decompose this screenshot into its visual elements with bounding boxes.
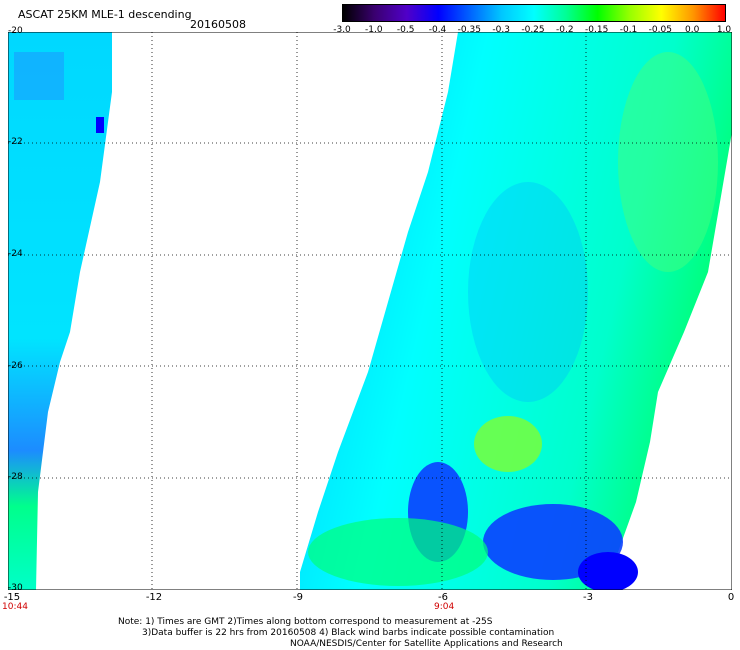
- y-tick-label: -22: [8, 137, 23, 147]
- y-tick-label: -28: [8, 472, 23, 482]
- swath-map: [8, 32, 732, 590]
- y-tick-label: -20: [8, 26, 23, 36]
- swath-feature: [468, 182, 588, 402]
- swath-left: [8, 32, 112, 590]
- product-title: ASCAT 25KM MLE-1 descending: [18, 8, 192, 21]
- x-tick-label: 0: [727, 592, 735, 603]
- swath-cell: [96, 117, 104, 133]
- product-date: 20160508: [190, 18, 246, 31]
- swath-feature: [618, 52, 718, 272]
- colorbar-tick-label: -3.0: [333, 25, 351, 35]
- x-tick-label: -12: [145, 592, 163, 603]
- colorbar-tick-label: 0.0: [684, 25, 700, 35]
- colorbar-tick-label: 1.0: [716, 25, 732, 35]
- note-line: NOAA/NESDIS/Center for Satellite Applica…: [290, 639, 563, 649]
- x-tick-label: -15: [3, 592, 21, 603]
- y-tick-label: -26: [8, 361, 23, 371]
- colorbar-tick-label: -1.0: [365, 25, 383, 35]
- colorbar: [342, 4, 726, 22]
- colorbar-tick-label: -0.3: [492, 25, 510, 35]
- colorbar-tick-label: -0.1: [619, 25, 638, 35]
- colorbar-tick-label: -0.15: [585, 25, 609, 35]
- x-tick-label: -3: [583, 592, 593, 603]
- swath-cell: [14, 52, 64, 100]
- swath-feature: [308, 518, 488, 586]
- colorbar-tick-label: -0.5: [396, 25, 415, 35]
- colorbar-tick-label: -0.35: [457, 25, 481, 35]
- y-tick-label: -24: [8, 249, 23, 259]
- x-tick-label: -6: [438, 592, 448, 603]
- colorbar-tick-label: -0.05: [648, 25, 672, 35]
- y-tick-label: -30: [8, 583, 23, 593]
- colorbar-tick-label: -0.4: [428, 25, 447, 35]
- pass-time-label: 9:04: [434, 602, 455, 612]
- note-line: Note: 1) Times are GMT 2)Times along bot…: [118, 617, 493, 627]
- x-tick-label: -9: [293, 592, 303, 603]
- note-line: 3)Data buffer is 22 hrs from 20160508 4)…: [142, 628, 555, 638]
- colorbar-tick-label: -0.2: [556, 25, 574, 35]
- colorbar-tick-label: -0.25: [521, 25, 545, 35]
- swath-feature: [474, 416, 542, 472]
- pass-time-label: 10:44: [2, 602, 28, 612]
- swath-feature: [578, 552, 638, 590]
